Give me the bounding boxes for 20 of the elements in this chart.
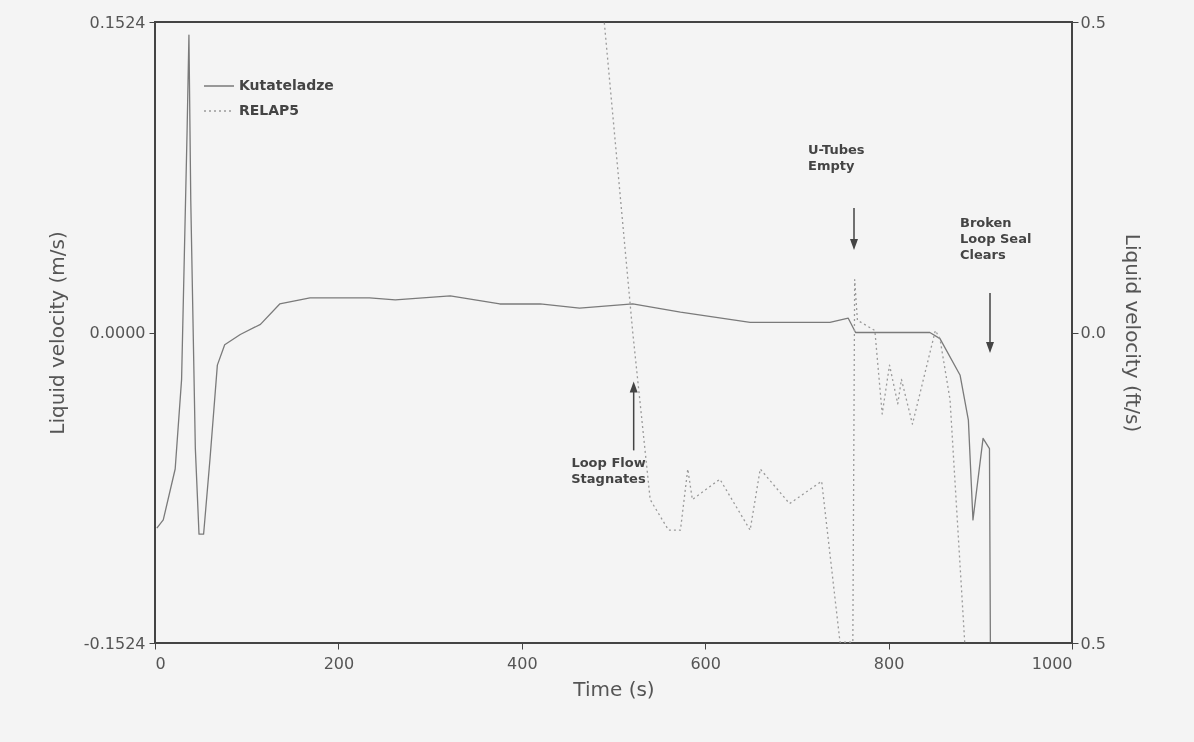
x-tick-label: 0	[155, 653, 166, 673]
annotation: Loop Flow Stagnates	[571, 455, 646, 487]
y2-tick-label: 0.5	[1080, 12, 1106, 32]
y-tick-label: 0.1524	[89, 12, 146, 32]
y-tick-label: 0.0000	[89, 323, 146, 342]
x-axis-title: Time (s)	[572, 676, 655, 701]
x-tick-label: 400	[507, 653, 538, 673]
annotation: Broken Loop Seal Clears	[960, 215, 1032, 262]
y2-tick-label: 0.5	[1080, 633, 1106, 653]
x-tick-label: 800	[873, 653, 905, 673]
x-tick-label: 600	[690, 653, 721, 673]
y-axis-title: Liquid velocity (m/s)	[44, 231, 69, 435]
legend-label: RELAP5	[239, 102, 300, 118]
y2-tick-label: 0.0	[1080, 323, 1106, 342]
annotation: U-Tubes Empty	[808, 142, 865, 173]
x-tick-label: 1000	[1031, 653, 1073, 673]
legend-label: Kutateladze	[239, 77, 334, 93]
x-tick-label: 200	[323, 653, 355, 673]
y2-axis-title: Liquid velocity (ft/s)	[1120, 233, 1145, 433]
y-tick-label: -0.1524	[83, 633, 146, 653]
